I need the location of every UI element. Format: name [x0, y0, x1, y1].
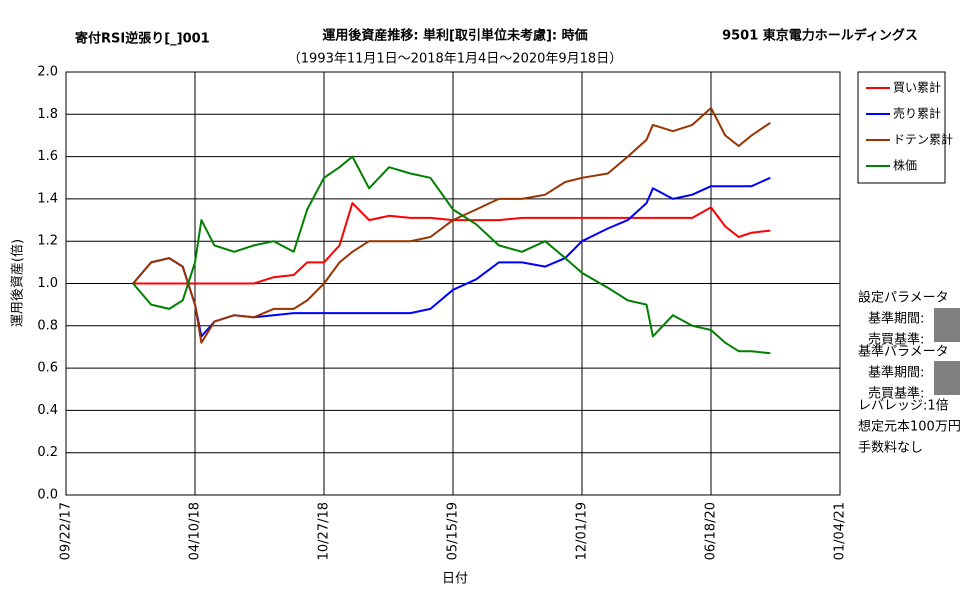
series-line — [132, 107, 771, 344]
y-tick-label: 0.0 — [37, 488, 58, 503]
hidden-value — [934, 361, 960, 395]
x-tick-label: 05/15/19 — [446, 502, 461, 560]
y-tick-label: 1.2 — [37, 234, 58, 249]
side-panel-text: 手数料なし — [858, 441, 923, 456]
side-panel-text: 設定パラメータ — [858, 290, 949, 306]
x-tick-label: 04/10/18 — [188, 502, 203, 560]
side-panel-text: 想定元本100万円 — [858, 419, 961, 435]
header-right: 9501 東京電力ホールディングス — [722, 28, 918, 44]
series-line — [132, 155, 771, 355]
x-tick-label: 10/27/18 — [317, 502, 332, 560]
chart-title: 運用後資産推移: 単利[取引単位未考慮]: 時価 — [322, 28, 587, 44]
hidden-value — [934, 308, 960, 342]
x-tick-label: 09/22/17 — [59, 502, 74, 560]
side-panel-text: 基準パラメータ — [858, 344, 949, 360]
chart-subtitle: （1993年11月1日～2018年1月4日～2020年9月18日） — [288, 52, 622, 67]
side-panel-text: レバレッジ:1倍 — [858, 399, 949, 414]
legend-label: 株価 — [893, 158, 917, 173]
x-axis-label: 日付 — [442, 572, 468, 587]
y-tick-label: 1.6 — [37, 149, 58, 164]
side-panel-text: 基準期間: — [868, 365, 924, 381]
legend-label: ドテン累計 — [893, 132, 953, 147]
x-tick-label: 01/04/21 — [833, 502, 848, 560]
y-tick-label: 0.6 — [37, 361, 58, 376]
y-axis-label: 運用後資産(倍) — [10, 239, 26, 327]
side-panel-text: 売買基準: — [868, 386, 924, 402]
header-left: 寄付RSI逆張り[_]001 — [75, 31, 210, 47]
y-tick-label: 1.4 — [37, 191, 58, 206]
series-line — [133, 202, 771, 285]
legend-label: 買い累計 — [893, 80, 941, 95]
y-tick-label: 2.0 — [37, 65, 58, 80]
x-tick-label: 06/18/20 — [704, 502, 719, 560]
legend-label: 売り累計 — [893, 106, 941, 121]
side-panel-text: 売買基準: — [868, 332, 924, 348]
x-tick-label: 12/01/19 — [575, 502, 590, 560]
y-tick-label: 0.8 — [37, 318, 58, 333]
y-tick-label: 1.8 — [37, 107, 58, 122]
legend-box — [857, 71, 946, 184]
y-tick-label: 0.2 — [37, 445, 58, 460]
y-tick-label: 1.0 — [37, 276, 58, 291]
side-panel-text: 基準期間: — [868, 311, 924, 327]
y-tick-label: 0.4 — [37, 403, 58, 418]
